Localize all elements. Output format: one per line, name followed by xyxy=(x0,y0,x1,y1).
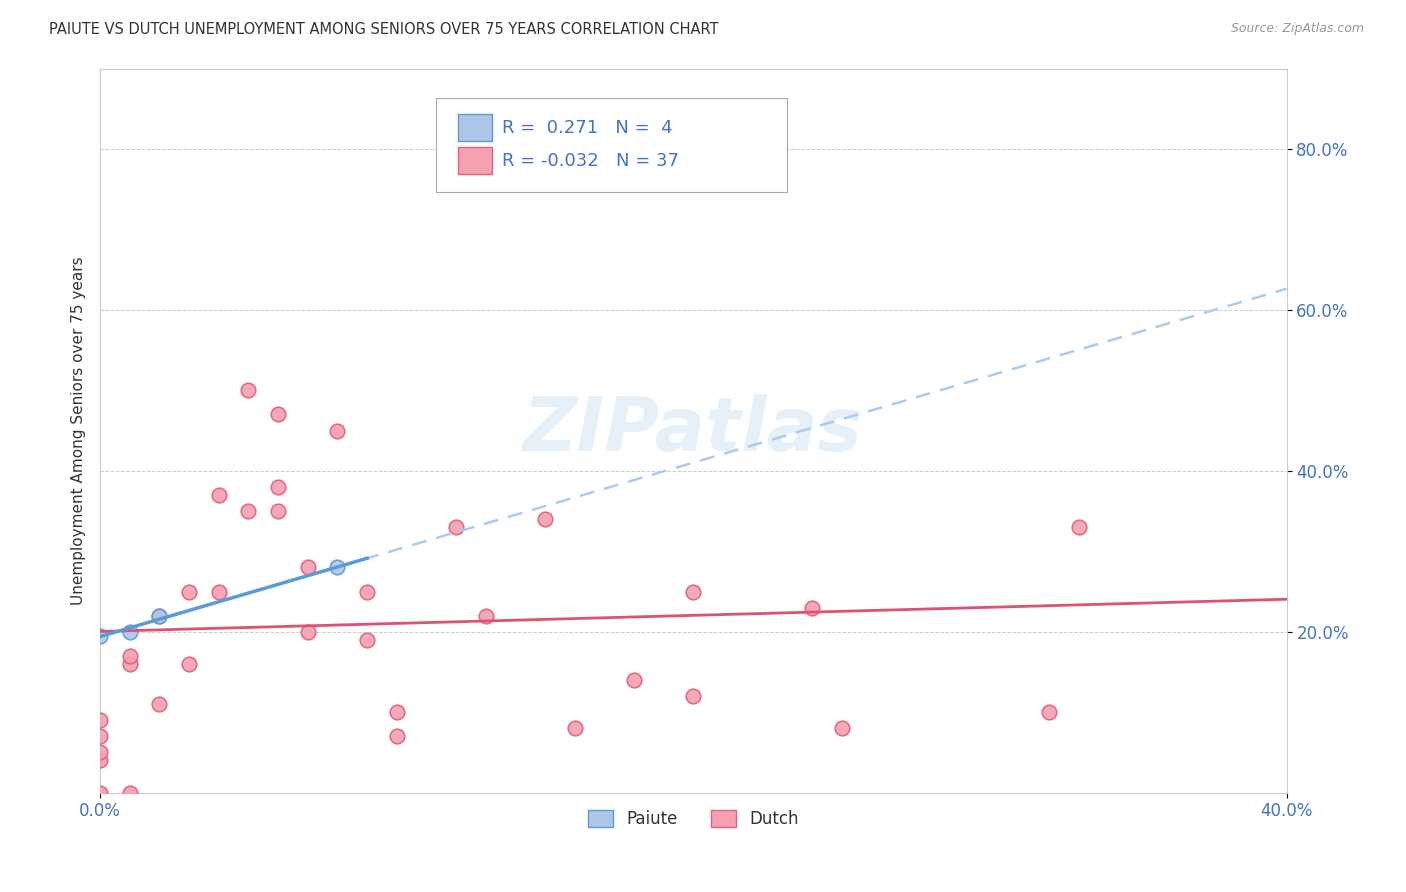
Point xyxy=(1038,705,1060,719)
Point xyxy=(89,629,111,643)
Point xyxy=(179,584,201,599)
Point xyxy=(444,520,467,534)
Point xyxy=(801,600,824,615)
Point xyxy=(89,754,111,768)
Point xyxy=(118,657,141,671)
Point xyxy=(89,713,111,727)
Point xyxy=(118,648,141,663)
Point xyxy=(208,488,231,502)
Point xyxy=(118,624,141,639)
Point xyxy=(682,584,704,599)
Point xyxy=(385,729,408,743)
Point xyxy=(148,697,170,711)
Point xyxy=(297,560,319,574)
Point xyxy=(89,729,111,743)
Text: R = -0.032   N = 37: R = -0.032 N = 37 xyxy=(502,152,679,169)
Point xyxy=(385,705,408,719)
Point xyxy=(148,608,170,623)
Legend: Paiute, Dutch: Paiute, Dutch xyxy=(581,804,806,835)
Point xyxy=(238,504,260,518)
Point xyxy=(267,504,290,518)
Text: ZIPatlas: ZIPatlas xyxy=(523,394,863,467)
Point xyxy=(564,721,586,735)
Point xyxy=(238,384,260,398)
Point xyxy=(267,408,290,422)
Point xyxy=(297,624,319,639)
Text: R =  0.271   N =  4: R = 0.271 N = 4 xyxy=(502,119,672,136)
Point xyxy=(356,632,378,647)
Point xyxy=(89,786,111,800)
Point xyxy=(831,721,853,735)
Point xyxy=(534,512,557,526)
Point xyxy=(148,608,170,623)
Point xyxy=(208,584,231,599)
Point xyxy=(267,480,290,494)
Point xyxy=(326,560,349,574)
Point xyxy=(179,657,201,671)
Text: Source: ZipAtlas.com: Source: ZipAtlas.com xyxy=(1230,22,1364,36)
Y-axis label: Unemployment Among Seniors over 75 years: Unemployment Among Seniors over 75 years xyxy=(72,256,86,605)
Point xyxy=(474,608,496,623)
Point xyxy=(118,786,141,800)
Point xyxy=(326,424,349,438)
Point xyxy=(356,584,378,599)
Text: PAIUTE VS DUTCH UNEMPLOYMENT AMONG SENIORS OVER 75 YEARS CORRELATION CHART: PAIUTE VS DUTCH UNEMPLOYMENT AMONG SENIO… xyxy=(49,22,718,37)
Point xyxy=(1067,520,1090,534)
Point xyxy=(89,746,111,760)
Point xyxy=(682,689,704,703)
Point xyxy=(623,673,645,687)
